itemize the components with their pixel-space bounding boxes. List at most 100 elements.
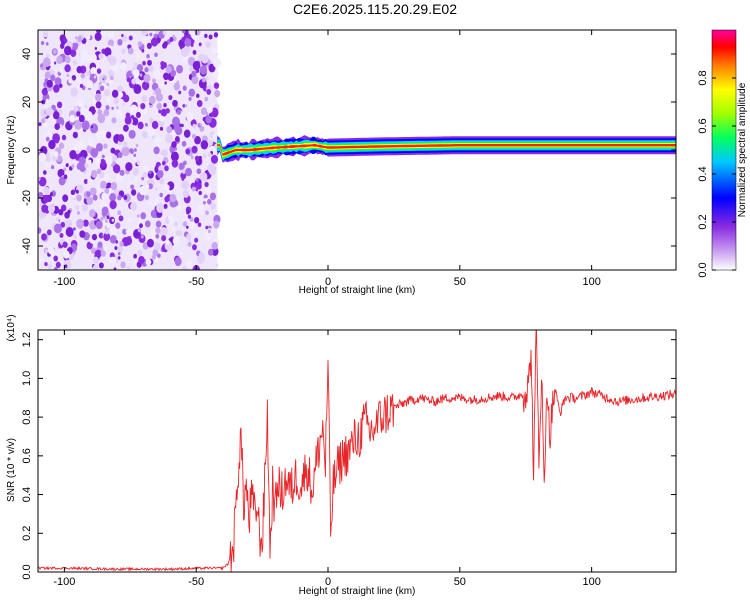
noise-blob <box>174 221 178 227</box>
noise-blob <box>190 43 194 48</box>
y-tick-label: 0.2 <box>21 526 33 541</box>
noise-blob <box>178 162 185 171</box>
noise-blob <box>44 262 48 267</box>
noise-blob <box>38 227 42 234</box>
noise-blob <box>109 234 117 244</box>
noise-blob <box>60 221 66 228</box>
noise-blob <box>65 227 74 237</box>
noise-blob <box>163 203 168 209</box>
noise-blob <box>155 233 160 239</box>
noise-blob <box>111 89 119 98</box>
noise-blob <box>77 35 83 42</box>
noise-blob <box>192 244 197 251</box>
noise-blob <box>141 95 148 103</box>
noise-blob <box>187 214 192 219</box>
noise-blob <box>213 32 219 38</box>
noise-blob <box>116 106 119 110</box>
noise-blob <box>59 68 63 74</box>
y-tick-label: 0.6 <box>21 448 33 463</box>
noise-blob <box>142 171 148 178</box>
noise-blob <box>164 81 167 85</box>
noise-blob <box>46 152 50 157</box>
noise-blob <box>121 236 130 247</box>
noise-blob <box>104 47 112 57</box>
noise-blob <box>98 53 104 60</box>
noise-blob <box>77 139 86 149</box>
noise-blob <box>43 194 50 203</box>
noise-blob <box>137 41 143 47</box>
noise-blob <box>192 50 197 55</box>
noise-blob <box>144 36 148 41</box>
noise-blob <box>146 42 152 49</box>
noise-blob <box>110 226 117 234</box>
noise-blob <box>212 57 221 68</box>
noise-blob <box>50 74 56 82</box>
noise-blob <box>162 30 167 35</box>
noise-blob <box>169 193 177 203</box>
noise-blob <box>119 169 125 176</box>
noise-blob <box>176 64 184 74</box>
noise-blob <box>112 164 121 174</box>
noise-region <box>38 30 221 270</box>
noise-blob <box>42 170 47 175</box>
noise-blob <box>194 135 201 145</box>
noise-blob <box>159 81 165 88</box>
noise-blob <box>142 165 149 174</box>
noise-blob <box>99 171 105 179</box>
snr-y-label: SNR (10 * v/v) <box>6 438 17 502</box>
noise-blob <box>136 160 141 166</box>
noise-blob <box>199 42 202 46</box>
noise-blob <box>74 119 82 130</box>
noise-blob <box>144 194 150 201</box>
noise-blob <box>92 194 98 201</box>
noise-blob <box>41 233 47 241</box>
noise-blob <box>196 93 200 98</box>
noise-blob <box>87 159 92 165</box>
noise-blob <box>183 129 191 138</box>
noise-blob <box>118 215 124 222</box>
noise-blob <box>95 101 102 109</box>
noise-blob <box>194 30 201 36</box>
noise-blob <box>38 152 47 162</box>
noise-blob <box>207 248 214 256</box>
noise-blob <box>61 134 67 141</box>
noise-blob <box>111 218 115 222</box>
noise-blob <box>164 218 170 225</box>
noise-blob <box>182 190 189 198</box>
noise-blob <box>166 30 170 33</box>
noise-blob <box>87 178 93 185</box>
noise-blob <box>54 77 62 86</box>
noise-blob <box>69 149 77 160</box>
noise-blob <box>53 84 60 93</box>
noise-blob <box>144 220 151 228</box>
noise-blob <box>38 176 47 187</box>
noise-blob <box>58 208 64 216</box>
noise-blob <box>93 256 99 264</box>
colorbar-tick-label: 0.2 <box>697 214 709 229</box>
noise-blob <box>172 99 178 107</box>
noise-blob <box>171 141 177 148</box>
noise-blob <box>200 140 209 150</box>
noise-blob <box>64 211 70 219</box>
noise-blob <box>112 154 118 161</box>
noise-blob <box>192 123 197 129</box>
noise-blob <box>207 229 211 234</box>
noise-blob <box>77 99 84 108</box>
noise-blob <box>180 123 184 128</box>
x-tick-label: 0 <box>325 276 331 288</box>
snr-scale-note: (x10⁴) <box>6 314 17 341</box>
noise-blob <box>106 224 110 229</box>
x-tick-label: -50 <box>188 276 204 288</box>
noise-blob <box>166 126 173 134</box>
noise-blob <box>94 46 98 50</box>
noise-blob <box>128 148 132 153</box>
noise-blob <box>109 192 117 202</box>
spectrogram-y-label: Frequency (Hz) <box>6 116 17 185</box>
noise-blob <box>199 123 202 127</box>
spectrogram-panel: -100 -50 0 50 100 -40 -20 0 20 40 Height of stra… <box>6 29 677 296</box>
noise-blob <box>140 102 146 110</box>
noise-blob <box>62 194 69 202</box>
noise-blob <box>186 210 190 215</box>
noise-blob <box>79 164 86 173</box>
noise-blob <box>207 106 213 113</box>
